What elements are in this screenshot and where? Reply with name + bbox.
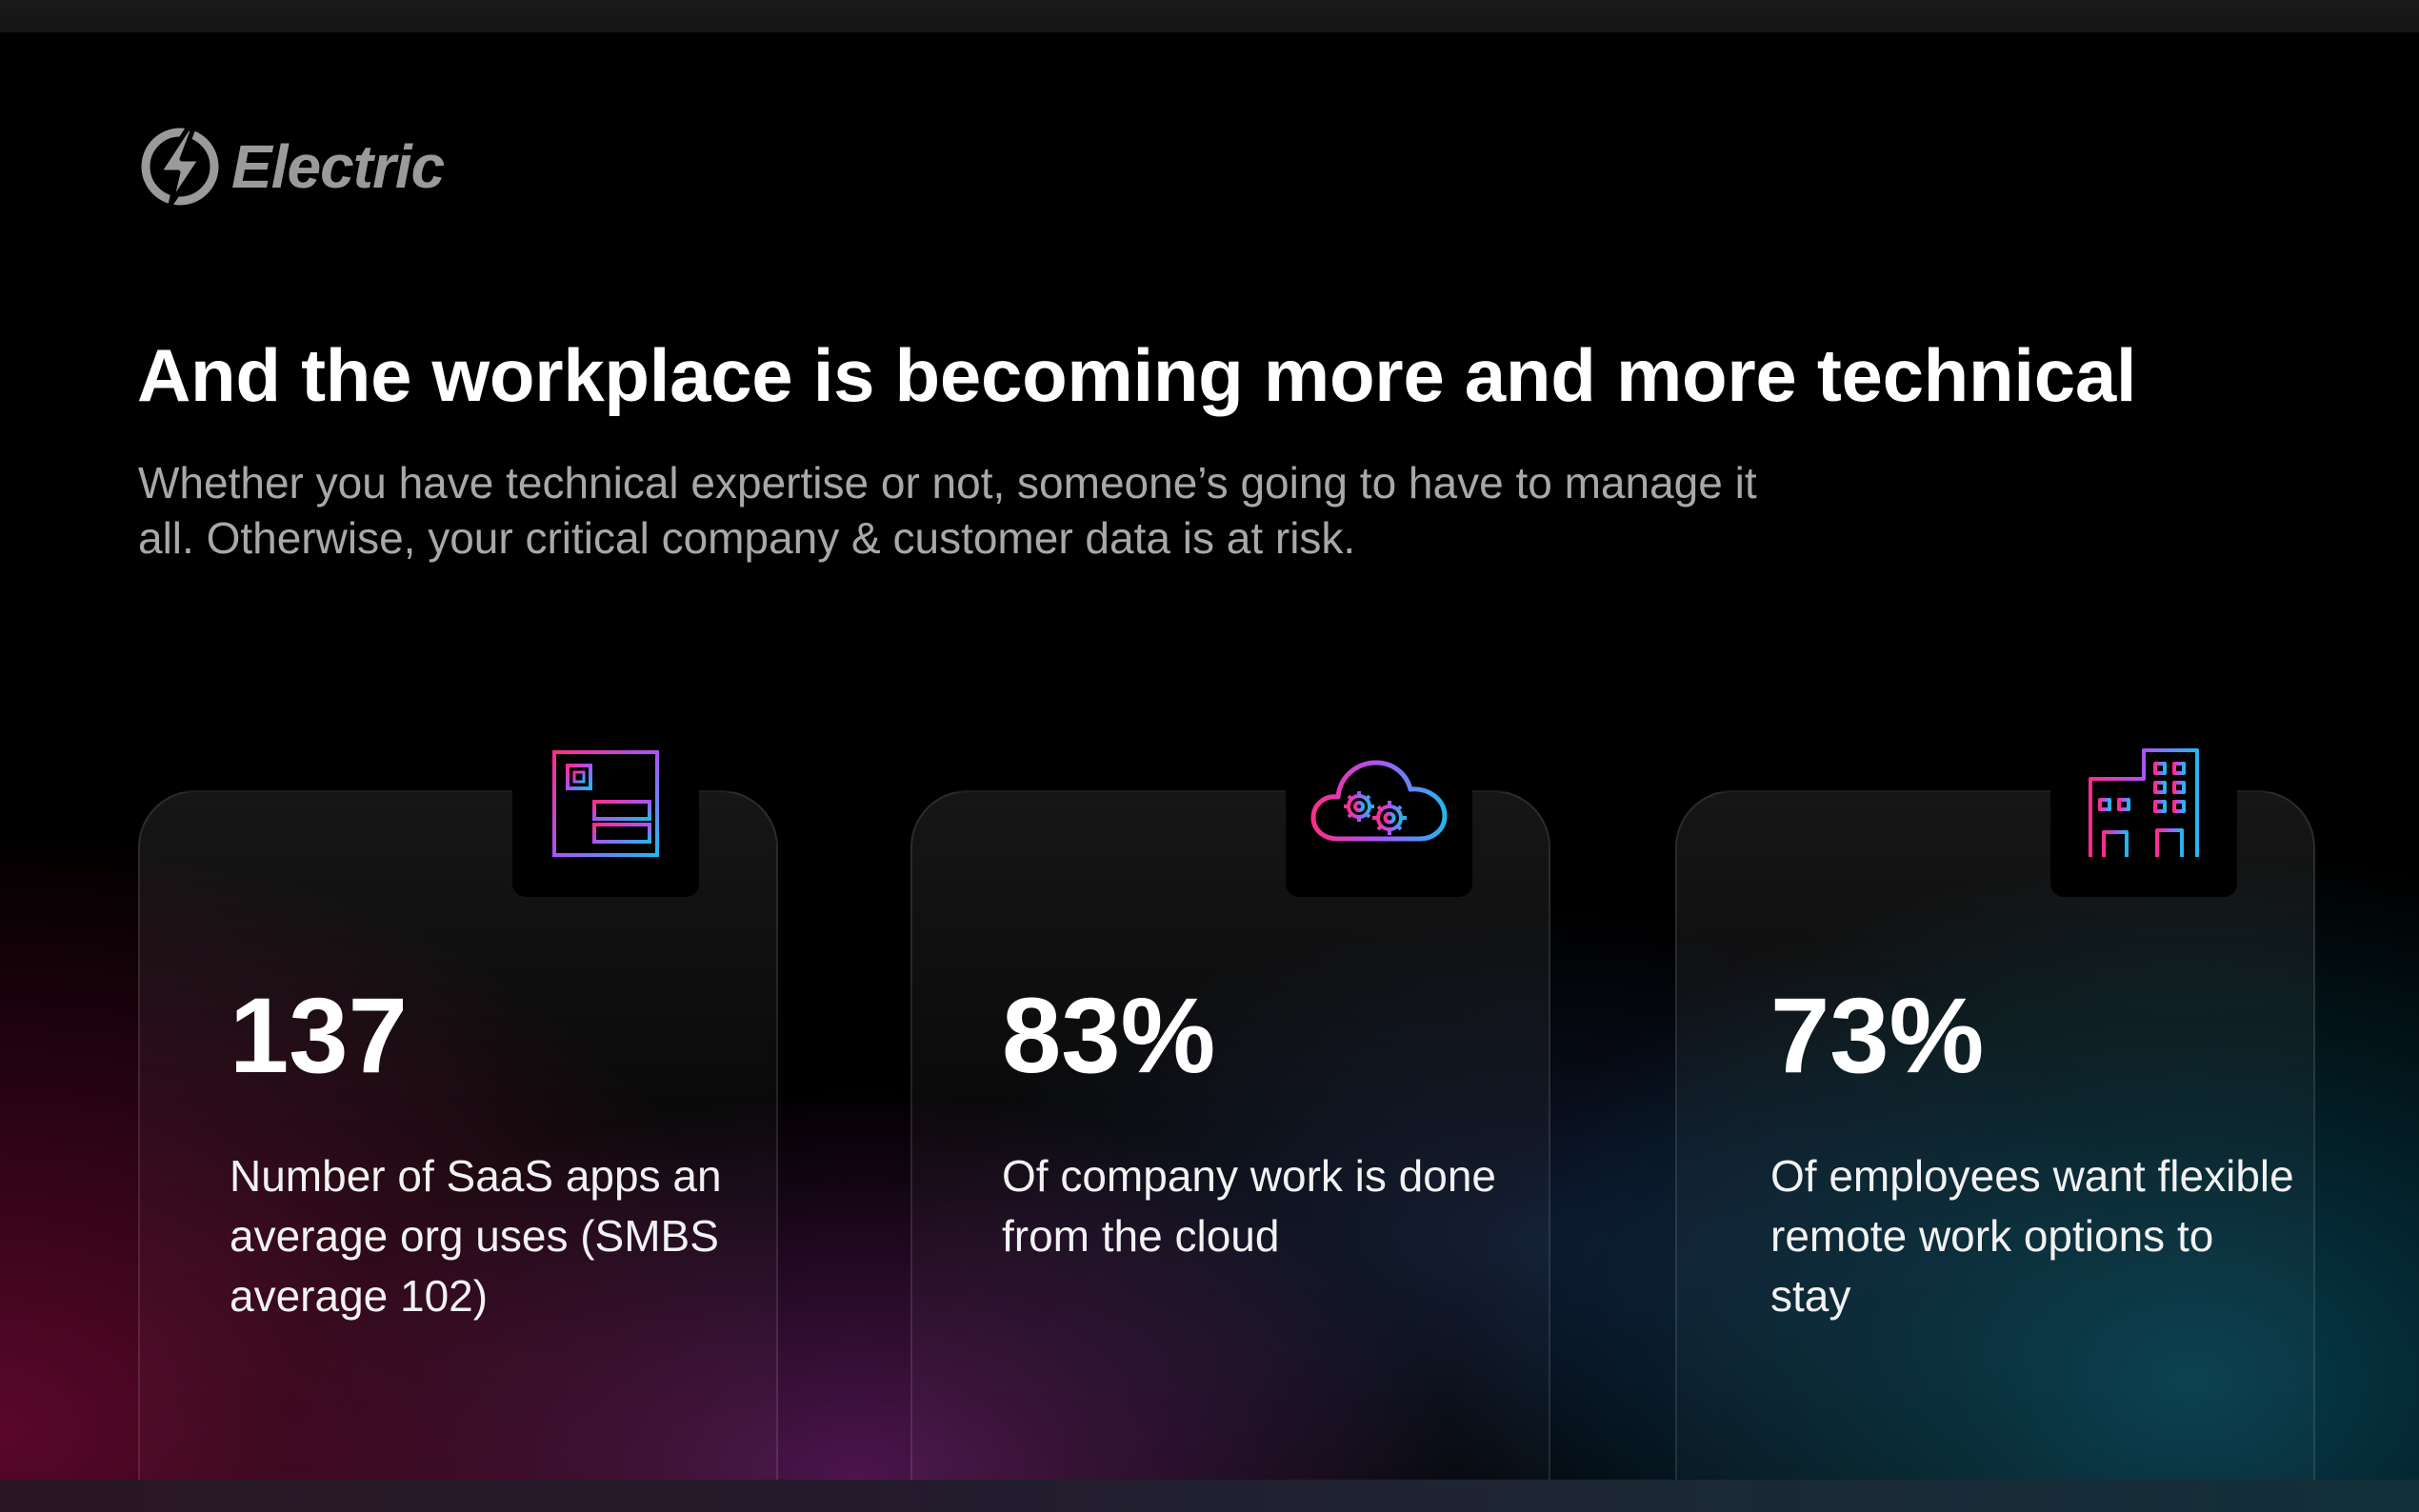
stat-icon-box [2050,710,2237,897]
stat-description: Of employees want flexible remote work o… [1770,1151,2294,1321]
stat-description: Of company work is done from the cloud [1002,1151,1497,1261]
stat-value: 137 [230,976,408,1095]
page-subtitle: Whether you have technical expertise or … [138,458,1757,563]
app-window-icon [552,750,659,857]
office-building-icon [2089,748,2199,859]
page-title: And the workplace is becoming more and m… [137,333,2137,417]
stat-card-saas-apps: 137 Number of SaaS apps an average org u… [138,790,778,1512]
brand-logo: Electric [138,119,445,214]
top-bar [0,0,2419,32]
cloud-settings-icon [1310,760,1448,842]
brand-name: Electric [231,132,445,201]
stat-icon-box [1286,710,1472,897]
stat-value: 73% [1770,976,1985,1095]
stat-card-remote-work: 73% Of employees want flexible remote wo… [1675,790,2315,1512]
bottom-bar [0,1480,2419,1512]
stat-card-cloud-work: 83% Of company work is done from the clo… [910,790,1550,1512]
stat-icon-box [512,710,699,897]
stat-value: 83% [1002,976,1216,1095]
lightning-bolt-icon [141,126,219,208]
stat-description: Number of SaaS apps an average org uses … [230,1151,722,1321]
